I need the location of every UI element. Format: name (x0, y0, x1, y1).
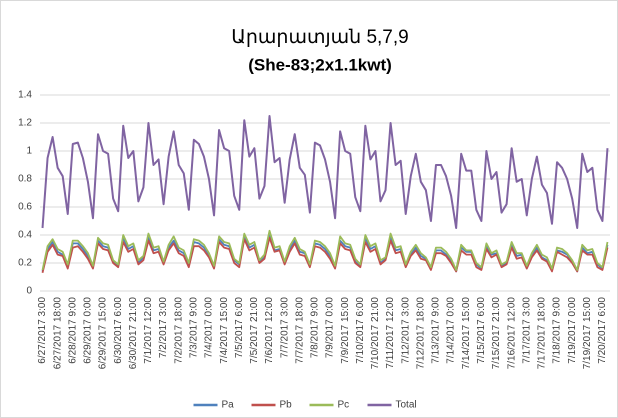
x-tick-label: 6/27/2017 18:00 (52, 297, 63, 370)
x-tick-label: 7/2/2017 3:00 (158, 297, 169, 359)
x-tick-label: 6/28/2017 9:00 (67, 297, 78, 364)
x-tick-label: 7/9/2017 0:00 (325, 297, 336, 359)
y-tick-label: 1.4 (18, 90, 32, 101)
series-line (41, 236, 609, 274)
x-tick-label: 6/29/2017 15:00 (98, 297, 109, 370)
x-tick-label: 7/15/2017 6:00 (476, 297, 487, 364)
x-tick-label: 7/14/2017 15:00 (461, 297, 472, 370)
legend-label: Pa (222, 400, 235, 411)
x-tick-label: 7/18/2017 9:00 (552, 297, 563, 364)
y-tick-label: 1.2 (18, 118, 32, 129)
x-tick-label: 7/13/2017 9:00 (431, 297, 442, 364)
y-tick-label: 0.6 (18, 202, 32, 213)
x-tick-label: 7/10/2017 6:00 (355, 297, 366, 364)
legend-label: Pb (280, 400, 293, 411)
x-tick-label: 7/7/2017 18:00 (294, 297, 305, 364)
x-tick-label: 7/7/2017 3:00 (279, 297, 290, 359)
series-line (41, 229, 609, 271)
x-tick-label: 7/11/2017 12:00 (385, 297, 396, 369)
x-tick-label: 7/10/2017 21:00 (370, 297, 381, 370)
x-tick-label: 7/4/2017 15:00 (219, 297, 230, 364)
y-tick-label: 0.8 (18, 174, 32, 185)
x-tick-label: 7/19/2017 0:00 (567, 297, 578, 364)
x-tick-label: 7/5/2017 21:00 (249, 297, 260, 364)
x-tick-label: 6/29/2017 0:00 (83, 297, 94, 364)
chart-title: Արարատյան 5,7,9 (231, 27, 408, 48)
x-tick-label: 7/2/2017 18:00 (173, 297, 184, 364)
legend-label: Pc (338, 400, 350, 411)
y-tick-label: 1 (26, 146, 32, 157)
x-tick-label: 7/9/2017 15:00 (340, 297, 351, 364)
x-tick-label: 7/6/2017 12:00 (264, 297, 275, 364)
chart-subtitle: (She-83;2x1.1kwt) (248, 55, 392, 74)
x-tick-label: 7/15/2017 21:00 (491, 297, 502, 370)
x-tick-label: 7/4/2017 0:00 (204, 297, 215, 359)
x-tick-label: 7/19/2017 15:00 (582, 297, 593, 370)
x-tick-label: 7/1/2017 12:00 (143, 297, 154, 364)
x-tick-label: 6/27/2017 3:00 (37, 297, 48, 364)
x-tick-label: 7/8/2017 9:00 (310, 297, 321, 359)
y-tick-label: 0.4 (18, 230, 32, 241)
y-tick-label: 0 (26, 286, 32, 297)
x-tick-label: 6/30/2017 6:00 (113, 297, 124, 364)
legend-label: Total (396, 400, 417, 411)
x-tick-label: 6/30/2017 21:00 (128, 297, 139, 370)
x-tick-label: 7/16/2017 12:00 (506, 297, 517, 370)
x-tick-label: 7/12/2017 3:00 (400, 297, 411, 364)
x-tick-label: 7/5/2017 6:00 (234, 297, 245, 359)
y-tick-label: 0.2 (18, 258, 32, 269)
x-tick-label: 7/3/2017 9:00 (188, 297, 199, 359)
x-tick-label: 7/14/2017 0:00 (446, 297, 457, 364)
x-tick-label: 7/17/2017 18:00 (537, 297, 548, 370)
series-line (41, 115, 609, 229)
x-tick-label: 7/12/2017 18:00 (415, 297, 426, 370)
x-tick-label: 7/17/2017 3:00 (521, 297, 532, 364)
x-tick-label: 7/20/2017 6:00 (597, 297, 608, 364)
